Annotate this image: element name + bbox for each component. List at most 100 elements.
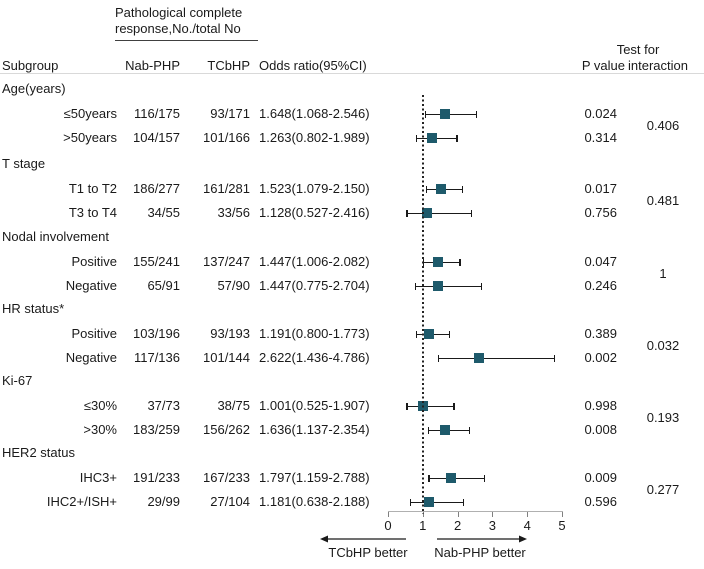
odds-ratio-value: 1.447(1.006-2.082): [259, 254, 370, 269]
group-label: Nodal involvement: [2, 229, 109, 244]
subgroup-label: T3 to T4: [68, 205, 117, 220]
ci-cap-left: [425, 185, 427, 193]
odds-ratio-value: 2.622(1.436-4.786): [259, 350, 370, 365]
ci-cap-right: [461, 185, 464, 193]
ci-cap-left: [415, 330, 418, 338]
or-marker: [440, 109, 451, 119]
ci-cap-right: [468, 426, 471, 434]
left-arrow: [320, 535, 406, 543]
ci-cap-right: [456, 134, 458, 142]
column-header-nab-php: Nab-PHP: [125, 58, 180, 73]
pcr-column-group-header: Pathological complete response,No./total…: [115, 5, 258, 41]
left-arrowhead-icon: [320, 535, 328, 543]
or-marker: [422, 208, 433, 218]
p-value: 0.596: [584, 494, 617, 509]
tcbhp-value: 27/104: [210, 494, 250, 509]
axis-tick: [562, 512, 563, 517]
or-marker: [424, 329, 435, 339]
ci-cap-left: [423, 258, 425, 266]
tcbhp-value: 101/166: [203, 130, 250, 145]
or-marker: [433, 281, 444, 291]
or-marker: [474, 353, 485, 363]
or-marker: [433, 257, 444, 267]
group-label: HR status*: [2, 301, 65, 316]
odds-ratio-value: 1.447(0.775-2.704): [259, 278, 370, 293]
ci-cap-left: [414, 282, 417, 290]
tcbhp-value: 101/144: [203, 350, 250, 365]
p-value: 0.246: [584, 278, 617, 293]
ci-cap-right: [459, 258, 461, 266]
ci-cap-left: [406, 209, 408, 217]
odds-ratio-value: 1.128(0.527-2.416): [259, 205, 370, 220]
odds-ratio-value: 1.797(1.159-2.788): [259, 470, 370, 485]
odds-ratio-value: 1.636(1.137-2.354): [259, 422, 370, 437]
column-header-p-value: P value: [581, 58, 625, 73]
interaction-p-value: 0.032: [646, 338, 680, 353]
axis-tick: [492, 512, 494, 517]
axis-tick-label: 4: [523, 518, 531, 533]
nab-php-value: 183/259: [133, 422, 180, 437]
axis-tick: [388, 512, 389, 517]
axis-tick: [527, 512, 529, 517]
left-direction-label: TCbHP better: [328, 545, 408, 560]
group-label: T stage: [2, 156, 46, 171]
subgroup-label: ≤50years: [63, 106, 117, 121]
ci-cap-right: [448, 330, 450, 338]
interaction-p-value: 0.406: [646, 118, 680, 133]
or-marker: [445, 473, 456, 483]
or-marker: [436, 184, 446, 194]
ci-line: [406, 405, 455, 407]
ci-line: [414, 285, 483, 287]
reference-line: [422, 95, 424, 514]
subgroup-label: IHC2+/ISH+: [46, 494, 117, 509]
p-value: 0.756: [584, 205, 617, 220]
tcbhp-value: 167/233: [203, 470, 250, 485]
nab-php-value: 117/136: [133, 350, 180, 365]
group-label: HER2 status: [2, 445, 75, 460]
ci-cap-left: [437, 354, 440, 362]
ci-cap-right: [475, 110, 477, 118]
p-value: 0.002: [584, 350, 617, 365]
ci-cap-left: [406, 402, 408, 410]
tcbhp-value: 33/56: [217, 205, 250, 220]
subgroup-label: ≤30%: [83, 398, 117, 413]
ci-cap-left: [428, 474, 430, 482]
nab-php-value: 116/175: [133, 106, 180, 121]
x-axis-line: [388, 511, 563, 513]
ci-cap-left: [425, 110, 427, 118]
axis-tick-label: 5: [558, 518, 566, 533]
tcbhp-value: 38/75: [217, 398, 250, 413]
odds-ratio-value: 1.263(0.802-1.989): [259, 130, 370, 145]
column-header-interaction: interaction: [628, 58, 688, 73]
p-value: 0.024: [584, 106, 617, 121]
subgroup-label: >50years: [63, 130, 117, 145]
axis-tick: [457, 512, 459, 517]
nab-php-value: 191/233: [133, 470, 180, 485]
direction-arrows: [320, 535, 527, 543]
interaction-p-value: 0.481: [646, 193, 680, 208]
p-value: 0.998: [584, 398, 617, 413]
p-value: 0.389: [584, 326, 617, 341]
column-header-subgroup: Subgroup: [2, 58, 59, 73]
axis-tick-label: 1: [419, 518, 427, 533]
nab-php-value: 37/73: [147, 398, 180, 413]
tcbhp-value: 93/171: [210, 106, 250, 121]
subgroup-label: IHC3+: [79, 470, 117, 485]
ci-line: [406, 212, 473, 214]
subgroup-label: Negative: [65, 278, 117, 293]
ci-cap-right: [553, 354, 555, 362]
tcbhp-value: 161/281: [203, 181, 250, 196]
odds-ratio-value: 1.191(0.800-1.773): [259, 326, 370, 341]
odds-ratio-value: 1.523(1.079-2.150): [259, 181, 370, 196]
nab-php-value: 103/196: [133, 326, 180, 341]
header-separator-line: [0, 73, 704, 74]
axis-tick-label: 0: [384, 518, 392, 533]
nab-php-value: 186/277: [133, 181, 180, 196]
ci-cap-left: [427, 426, 429, 434]
ci-cap-right: [453, 402, 455, 410]
p-value: 0.047: [584, 254, 617, 269]
right-arrowhead-icon: [519, 535, 527, 543]
p-value: 0.008: [584, 422, 617, 437]
tcbhp-value: 137/247: [203, 254, 250, 269]
